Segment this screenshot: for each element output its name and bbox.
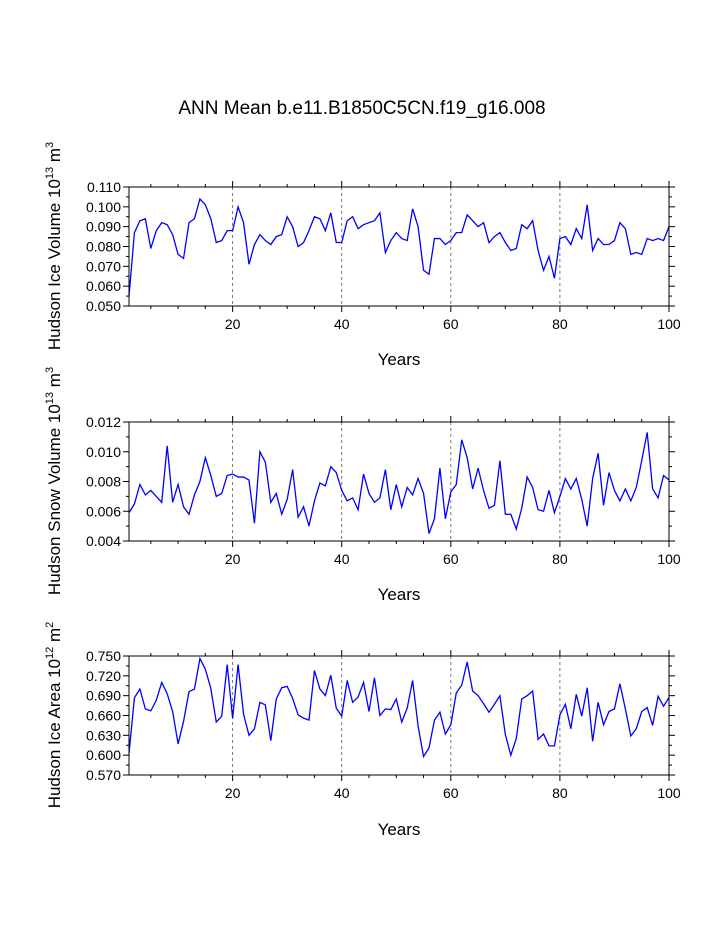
x-tick-label: 40 <box>334 316 350 332</box>
ice-area-y-axis-label: Hudson Ice Area 1012 m2 <box>44 622 64 809</box>
x-tick-label: 100 <box>657 551 681 567</box>
y-tick-label: 0.690 <box>86 688 121 704</box>
x-tick-label: 80 <box>552 316 568 332</box>
y-tick-label: 0.008 <box>86 474 121 490</box>
ice-area-series-line <box>128 656 670 759</box>
ice-volume-ticks <box>123 181 675 312</box>
x-tick-label: 100 <box>657 785 681 801</box>
x-tick-label: 40 <box>334 785 350 801</box>
y-tick-label: 0.100 <box>86 199 121 215</box>
y-tick-label: 0.090 <box>86 219 121 235</box>
snow-volume-series-line <box>128 432 670 534</box>
y-tick-label: 0.006 <box>86 503 121 519</box>
ice-volume-gridlines <box>232 187 561 306</box>
ice-area-x-axis-label: Years <box>378 820 421 839</box>
x-tick-label: 40 <box>334 551 350 567</box>
x-tick-label: 20 <box>225 551 241 567</box>
snow-volume-panel: 0.004 0.006 0.008 0.010 0.012 20 40 60 80 100 Ye… <box>44 367 681 604</box>
x-tick-label: 80 <box>552 785 568 801</box>
x-tick-label: 60 <box>443 551 459 567</box>
y-tick-label: 0.004 <box>86 533 121 549</box>
snow-volume-x-tick-labels: 20 40 60 80 100 <box>225 551 681 567</box>
snow-volume-y-tick-labels: 0.004 0.006 0.008 0.010 0.012 <box>86 414 121 549</box>
chart-title: ANN Mean b.e11.B1850C5CN.f19_g16.008 <box>178 98 545 119</box>
ice-volume-y-tick-labels: 0.050 0.060 0.070 0.080 0.090 0.100 0.110 <box>86 179 121 314</box>
y-tick-label: 0.720 <box>86 668 121 684</box>
ice-volume-panel: 0.050 0.060 0.070 0.080 0.090 0.100 0.110 20 40… <box>44 142 681 369</box>
ice-volume-x-axis-label: Years <box>378 350 421 369</box>
x-tick-label: 60 <box>443 785 459 801</box>
y-tick-label: 0.660 <box>86 708 121 724</box>
ice-area-panel: 0.570 0.600 0.630 0.660 0.690 0.720 0.750 20 40… <box>44 622 681 839</box>
x-tick-label: 80 <box>552 551 568 567</box>
snow-volume-gridlines <box>232 422 561 541</box>
y-tick-label: 0.630 <box>86 727 121 743</box>
ice-volume-y-axis-label: Hudson Ice Volume 1013 m3 <box>44 142 64 350</box>
ice-volume-x-tick-labels: 20 40 60 80 100 <box>225 316 681 332</box>
ice-area-plot-frame <box>128 655 670 776</box>
y-tick-label: 0.012 <box>86 414 121 430</box>
ice-volume-plot-frame <box>128 186 670 307</box>
y-tick-label: 0.060 <box>86 278 121 294</box>
x-tick-label: 100 <box>657 316 681 332</box>
snow-volume-x-axis-label: Years <box>378 585 421 604</box>
y-tick-label: 0.600 <box>86 747 121 763</box>
snow-volume-y-axis-label: Hudson Snow Volume 1013 m3 <box>44 367 64 595</box>
y-tick-label: 0.050 <box>86 298 121 314</box>
y-tick-label: 0.010 <box>86 444 121 460</box>
x-tick-label: 20 <box>225 785 241 801</box>
x-tick-label: 60 <box>443 316 459 332</box>
y-tick-label: 0.070 <box>86 258 121 274</box>
ice-area-gridlines <box>232 656 561 775</box>
ice-volume-series-line <box>128 197 670 297</box>
ice-area-y-tick-labels: 0.570 0.600 0.630 0.660 0.690 0.720 0.750 <box>86 648 121 783</box>
ice-area-ticks <box>123 650 675 781</box>
snow-volume-ticks <box>123 416 675 547</box>
y-tick-label: 0.110 <box>87 179 121 195</box>
y-tick-label: 0.080 <box>86 239 121 255</box>
y-tick-label: 0.750 <box>86 648 121 664</box>
x-tick-label: 20 <box>225 316 241 332</box>
ice-area-x-tick-labels: 20 40 60 80 100 <box>225 785 681 801</box>
y-tick-label: 0.570 <box>86 767 121 783</box>
